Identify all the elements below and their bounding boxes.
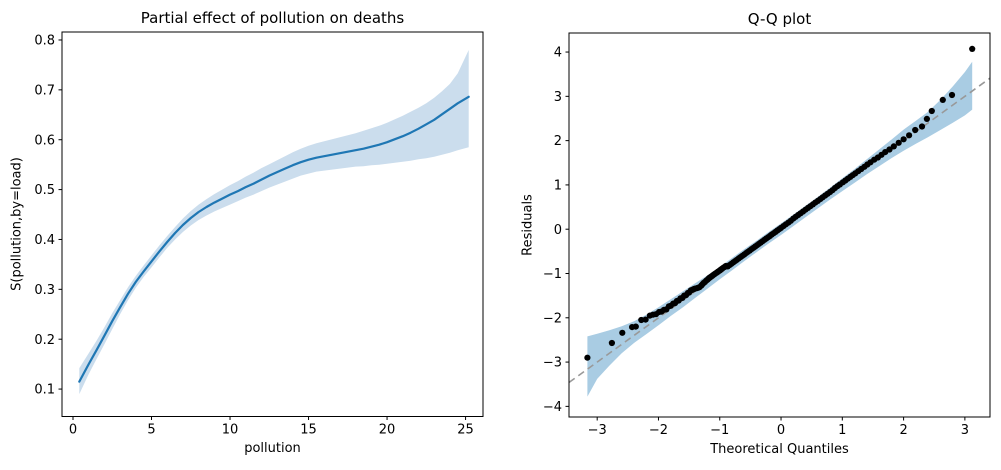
x-tick-label: 3	[961, 423, 969, 438]
partial-effect-plot-y-ticks: 0.1 0.2 0.3 0.4 0.5 0.6 0.7 0.8	[34, 34, 62, 398]
y-tick-label: 0.3	[34, 283, 55, 298]
y-tick-label: 3	[554, 90, 562, 105]
partial-effect-plot-curve	[78, 95, 470, 383]
qq-plot-y-ticks: −4 −3 −2 −1 0 1 2 3 4	[543, 46, 569, 415]
data-point	[948, 91, 956, 99]
qq-plot-points	[584, 45, 976, 361]
qq-plot-x-ticks: −3 −2 −1 0 1 2 3	[588, 417, 969, 438]
y-tick-label: 1	[554, 179, 562, 194]
y-tick-label: 0.5	[34, 183, 55, 198]
y-tick-label: 0.7	[34, 83, 55, 98]
data-point	[608, 339, 616, 347]
partial-effect-plot-x-ticks: 0 5 10 15 20 25	[69, 416, 474, 438]
y-tick-label: 4	[554, 46, 562, 61]
x-tick-label: 2	[899, 423, 907, 438]
data-point	[939, 96, 946, 103]
qq-plot-xaxis-label: Theoretical Quantiles	[710, 442, 849, 457]
partial-effect-yaxis-label: S(pollution,by=load)	[9, 157, 25, 291]
x-tick-label: −3	[588, 423, 607, 438]
x-tick-label: −1	[710, 423, 729, 438]
x-tick-label: 10	[222, 423, 239, 438]
y-tick-label: 0.4	[34, 233, 55, 248]
x-tick-label: 5	[147, 423, 155, 438]
data-point	[969, 45, 976, 53]
data-point	[912, 126, 919, 134]
qq-plot-yaxis-label: Residuals	[520, 194, 536, 256]
y-tick-label: −4	[543, 400, 562, 415]
qq-plot-axes-frame	[568, 32, 991, 418]
data-point	[923, 115, 931, 122]
y-tick-label: −1	[543, 267, 562, 282]
partial-effect-xaxis-label: pollution	[244, 441, 301, 456]
y-tick-label: 0.6	[34, 133, 55, 148]
x-tick-label: 1	[838, 423, 846, 438]
y-tick-label: 0.8	[34, 34, 55, 49]
x-tick-label: 20	[379, 423, 396, 438]
y-tick-label: 0.2	[34, 333, 55, 348]
x-tick-label: 0	[777, 423, 785, 438]
x-tick-label: −2	[649, 423, 668, 438]
data-point	[895, 139, 902, 146]
partial-effect-plot-axes-frame	[61, 31, 484, 417]
qq-plot: −3 −2 −1 0 1 2 3 −4 −3 −2 −1 0 1 2 3 4	[543, 32, 991, 438]
data-point	[886, 146, 893, 153]
data-point	[906, 132, 913, 139]
partial-effect-title: Partial effect of pollution on deaths	[140, 9, 405, 27]
partial-effect-plot-confidence-band	[79, 50, 469, 395]
data-point	[928, 107, 935, 115]
x-tick-label: 25	[457, 423, 474, 438]
y-tick-label: 2	[554, 134, 562, 149]
data-point	[918, 123, 926, 130]
y-tick-label: −3	[543, 356, 562, 371]
y-tick-label: 0	[554, 223, 562, 238]
y-tick-label: −2	[543, 311, 562, 326]
data-point	[584, 354, 591, 361]
data-point	[900, 136, 907, 143]
data-point	[642, 316, 649, 323]
qq-plot-title: Q-Q plot	[747, 10, 812, 28]
y-tick-label: 0.1	[34, 383, 55, 398]
data-point	[632, 323, 639, 330]
x-tick-label: 15	[300, 423, 317, 438]
data-point	[619, 329, 626, 336]
data-point	[890, 143, 897, 150]
partial-effect-plot: 0 5 10 15 20 25 0.1 0.2 0.3 0.4 0.5 0.6 0.7 0.8	[34, 31, 484, 438]
x-tick-label: 0	[69, 423, 77, 438]
